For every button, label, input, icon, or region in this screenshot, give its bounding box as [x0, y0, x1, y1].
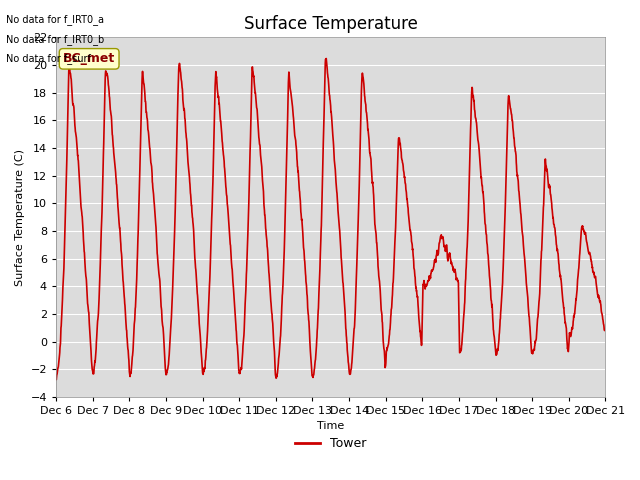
Y-axis label: Surface Temperature (C): Surface Temperature (C) [15, 149, 25, 286]
X-axis label: Time: Time [317, 421, 344, 432]
Text: No data for f_IRT0_a: No data for f_IRT0_a [6, 14, 104, 25]
Text: No data for f_surf: No data for f_surf [6, 53, 92, 64]
Title: Surface Temperature: Surface Temperature [244, 15, 418, 33]
Legend: Tower: Tower [290, 432, 371, 455]
Text: No data for f_IRT0_b: No data for f_IRT0_b [6, 34, 105, 45]
Text: BC_met: BC_met [63, 52, 115, 65]
